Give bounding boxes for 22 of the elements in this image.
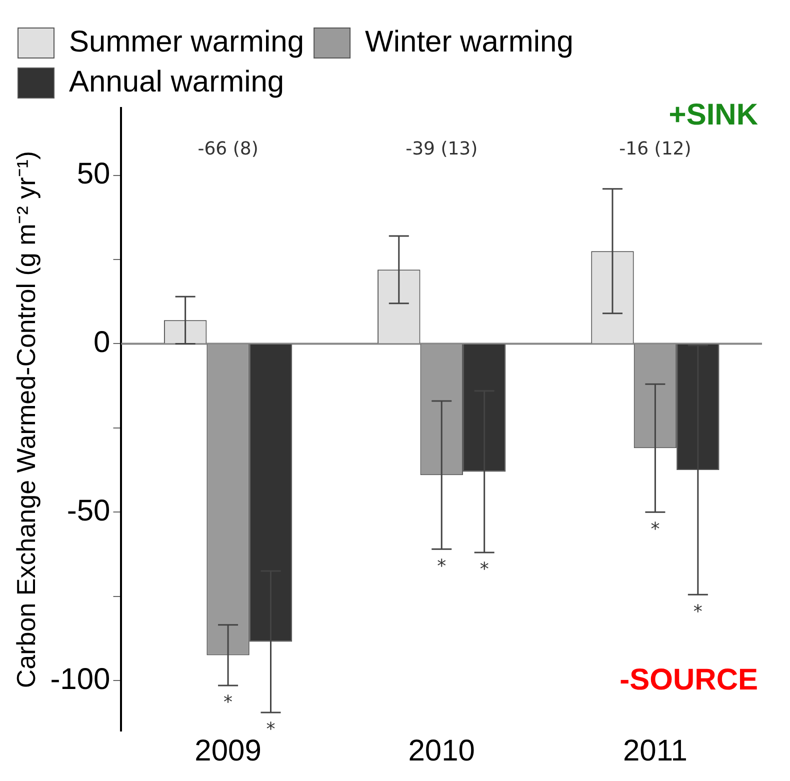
annotation: -16 (12) <box>619 138 692 160</box>
annotation: -SOURCE <box>620 663 758 696</box>
x-tick-label: 2009 <box>194 734 262 768</box>
annotation: -39 (13) <box>406 138 478 160</box>
legend-label: Annual warming <box>69 65 284 98</box>
annotation: * <box>650 518 660 540</box>
y-tick-label: -100 <box>50 662 110 696</box>
y-tick-label: 50 <box>76 158 110 191</box>
legend-label: Winter warming <box>365 25 574 58</box>
y-axis-title: Carbon Exchange Warmed-Control (g m⁻² yr⁻¹) <box>10 150 41 688</box>
annotation: +SINK <box>668 98 758 132</box>
annotation: * <box>693 601 702 622</box>
legend-label: Summer warming <box>69 25 304 58</box>
annotation: * <box>224 692 233 714</box>
y-tick-label: 0 <box>94 326 110 359</box>
annotation: * <box>480 559 489 580</box>
annotation: * <box>266 719 276 740</box>
y-tick-label: -50 <box>66 494 110 528</box>
x-tick-label: 2011 <box>622 734 688 768</box>
x-tick-label: 2010 <box>408 734 475 768</box>
annotation: -66 (8) <box>198 138 258 160</box>
annotation: * <box>437 556 446 577</box>
